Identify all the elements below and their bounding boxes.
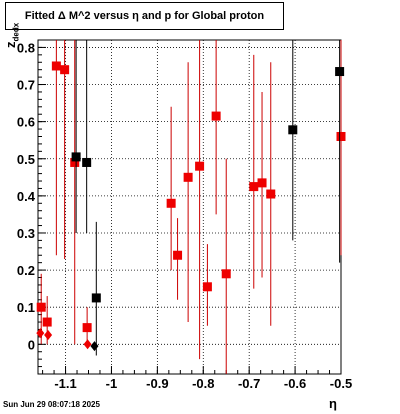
x-tick-label: -1 xyxy=(106,376,118,391)
data-point-square xyxy=(202,282,212,292)
data-point-diamond xyxy=(83,339,92,350)
y-tick-label: 0.2 xyxy=(17,263,35,278)
y-tick-label: 0.3 xyxy=(17,226,35,241)
data-point-square xyxy=(288,125,298,135)
y-tick-label: 0.5 xyxy=(17,152,35,167)
x-tick-label: -0.8 xyxy=(192,376,214,391)
data-point-square xyxy=(91,293,101,303)
y-tick-label: 0 xyxy=(28,337,35,352)
data-point-square xyxy=(183,172,193,182)
data-point-square xyxy=(266,189,276,199)
data-point-square xyxy=(336,131,346,141)
data-point-square xyxy=(221,269,231,279)
data-point-square xyxy=(51,61,61,71)
x-tick-label: -1.1 xyxy=(54,376,76,391)
data-point-diamond xyxy=(36,328,45,339)
x-axis-label: η xyxy=(329,396,337,411)
chart-title: Fitted Δ M^2 versus η and p for Global p… xyxy=(5,2,284,30)
data-point-square xyxy=(211,111,221,121)
y-tick-label: 0.8 xyxy=(17,40,35,55)
x-tick-label: -0.6 xyxy=(284,376,306,391)
data-point-diamond xyxy=(90,341,99,352)
y-tick-label: 0.7 xyxy=(17,78,35,93)
data-point-square xyxy=(249,182,259,192)
y-tick-label: 0.6 xyxy=(17,115,35,130)
x-tick-label: -0.5 xyxy=(330,376,352,391)
x-tick-label: -0.7 xyxy=(238,376,260,391)
y-tick-label: 0.4 xyxy=(17,189,36,204)
data-point-diamond xyxy=(44,330,53,341)
y-axis-label: zdedx xyxy=(3,22,21,48)
data-point-square xyxy=(71,152,81,162)
data-point-square xyxy=(42,317,52,327)
y-tick-label: 0.1 xyxy=(17,300,35,315)
timestamp-footer: Sun Jun 29 08:07:18 2025 xyxy=(3,400,100,409)
data-point-square xyxy=(195,161,205,171)
data-point-square xyxy=(36,302,46,312)
data-point-square xyxy=(60,65,70,75)
data-point-square xyxy=(82,157,92,167)
data-point-square xyxy=(166,198,176,208)
data-point-square xyxy=(257,178,267,188)
data-point-square xyxy=(173,250,183,260)
data-point-square xyxy=(70,157,80,167)
x-tick-label: -0.9 xyxy=(146,376,168,391)
data-point-square xyxy=(335,67,345,77)
data-point-square xyxy=(82,323,92,333)
